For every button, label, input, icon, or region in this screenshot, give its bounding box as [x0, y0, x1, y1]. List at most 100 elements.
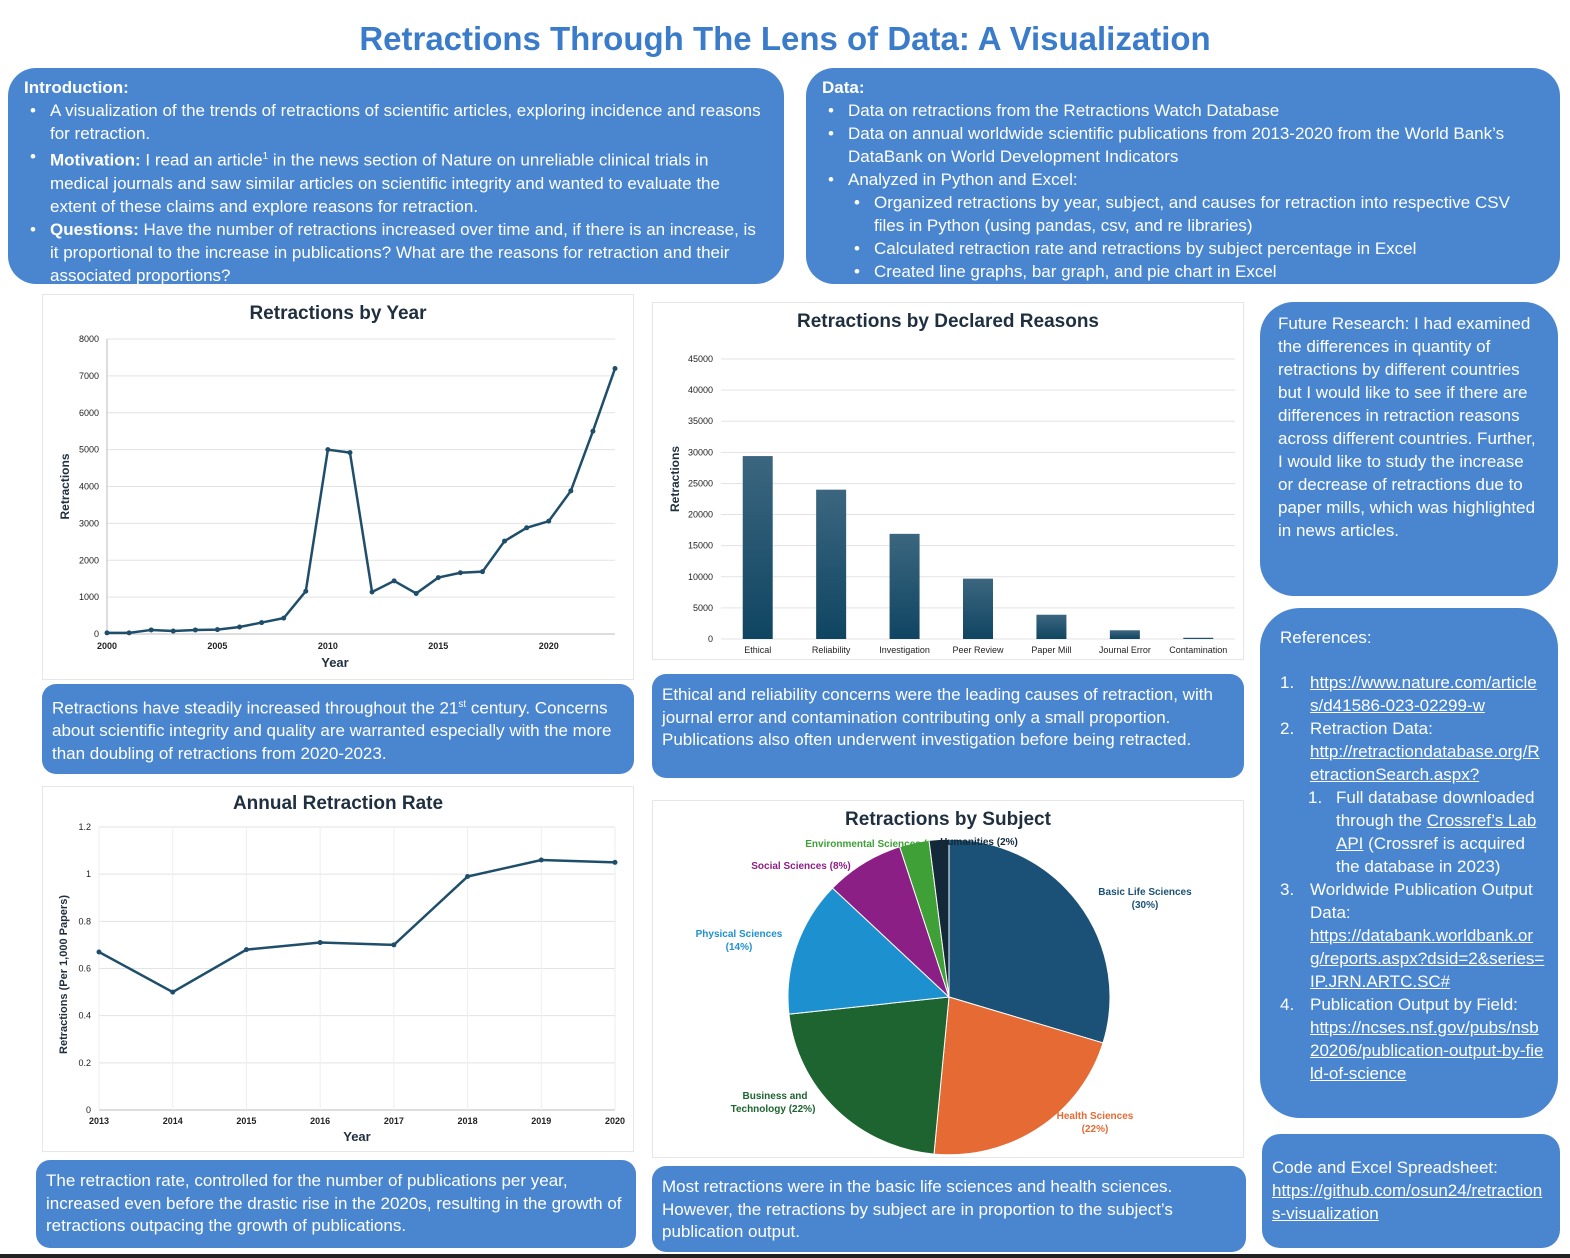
- data-point: [214, 627, 220, 633]
- slice-label-line: (14%): [726, 942, 753, 953]
- data-point: [524, 525, 530, 531]
- data-heading: Data:: [822, 78, 865, 97]
- crossref-link[interactable]: Crossref’s Lab API: [1336, 811, 1537, 853]
- data-point: [237, 624, 243, 630]
- reference-1: 1. https://www.nature.com/articles/d41586…: [1280, 671, 1546, 717]
- references-list: 1. https://www.nature.com/articles/d41586…: [1280, 671, 1546, 1085]
- bar: [742, 456, 773, 639]
- x-tick-label: Contamination: [1169, 645, 1227, 655]
- y-tick-label: 6000: [79, 408, 99, 418]
- y-tick-label: 4000: [79, 482, 99, 492]
- series-line: [107, 368, 617, 635]
- y-axis-label: Retractions (Per 1,000 Papers): [58, 895, 70, 1054]
- retractions-by-subject-chart: Retractions by Subject Basic Life Scienc…: [652, 800, 1244, 1158]
- data-point: [303, 588, 309, 594]
- by-reason-plot: 0 5000 10000 15000 20000 25000 30000 35000 40000…: [668, 354, 1235, 655]
- data-point: [538, 857, 544, 863]
- y-tick-label: 0.4: [78, 1011, 91, 1021]
- y-tick-label: 35000: [688, 416, 713, 426]
- data-point: [104, 630, 110, 636]
- subject-caption: Most retractions were in the basic life …: [652, 1166, 1246, 1252]
- slice-label: Health Sciences (22%): [1057, 1111, 1134, 1135]
- y-tick-label: 8000: [79, 334, 99, 344]
- x-tick-label: Reliability: [812, 645, 851, 655]
- poster-title: Retractions Through The Lens of Data: A …: [359, 20, 1211, 57]
- y-tick-label: 20000: [688, 510, 713, 520]
- bar: [816, 489, 847, 639]
- y-tick-label: 2000: [79, 555, 99, 565]
- reference-2: 2. Retraction Data: http://retractiondatab…: [1280, 717, 1546, 786]
- by-year-caption-text-b: century. Concerns about scientific integ…: [52, 698, 612, 763]
- data-point: [413, 590, 419, 596]
- data-point: [347, 450, 353, 456]
- reference-4-text: Publication Output by Field:: [1310, 995, 1518, 1014]
- y-tick-label: 5000: [79, 445, 99, 455]
- bottom-border: [0, 1254, 1570, 1258]
- retractions-by-reason-chart: Retractions by Declared Reasons 0 5000 100…: [652, 302, 1244, 660]
- x-tick-label: 2014: [163, 1116, 183, 1126]
- pie-slice: [948, 838, 1111, 1044]
- by-subject-plot: Basic Life Sciences (30%) Health Sciences (…: [696, 837, 1192, 1156]
- by-year-caption-sup: st: [458, 699, 467, 710]
- by-year-plot: 0 1000 2000 3000 4000 5000 6000 7000 8000 2000 200…: [58, 334, 618, 670]
- x-tick-label: 2015: [236, 1116, 256, 1126]
- slice-label: Humanities (2%): [940, 837, 1018, 848]
- chart-title-rate: Annual Retraction Rate: [232, 793, 444, 814]
- chart-title-by-subject: Retractions by Subject: [845, 809, 1051, 830]
- by-year-caption: Retractions have steadily increased thro…: [42, 684, 634, 774]
- bar: [1183, 637, 1214, 639]
- data-point: [126, 630, 132, 636]
- reference-2-sub: 1. Full database downloaded through the C…: [1280, 786, 1546, 878]
- data-point: [96, 949, 102, 955]
- y-tick-label: 0.6: [78, 964, 91, 974]
- data-point: [281, 615, 287, 621]
- reference-3: 3. Worldwide Publication Output Data: http…: [1280, 878, 1546, 993]
- slice-label-line: (30%): [1132, 900, 1159, 911]
- y-tick-label: 1000: [79, 592, 99, 602]
- data-point: [568, 488, 574, 494]
- intro-bullet-motivation: Motivation: I read an article1 in the ne…: [24, 145, 768, 218]
- x-tick-label: 2017: [384, 1116, 404, 1126]
- y-tick-label: 3000: [79, 518, 99, 528]
- slice-label-line: (22%): [1082, 1124, 1109, 1135]
- reference-2-link[interactable]: http://retractiondatabase.org/Retraction…: [1310, 742, 1540, 784]
- chart-title-by-year: Retractions by Year: [249, 303, 427, 324]
- data-subbullet-3: Created line graphs, bar graph, and pie …: [822, 260, 1544, 283]
- reference-1-link[interactable]: https://www.nature.com/articles/d41586-0…: [1310, 673, 1537, 715]
- x-tick-label: 2000: [97, 641, 117, 651]
- data-panel: Data: Data on retractions from the Retra…: [806, 68, 1560, 284]
- y-tick-label: 30000: [688, 447, 713, 457]
- y-tick-label: 0.8: [78, 916, 91, 926]
- reference-1-number: 1.: [1280, 673, 1295, 692]
- y-tick-label: 0.2: [78, 1058, 91, 1068]
- reference-2-text: Retraction Data:: [1310, 719, 1433, 738]
- data-point: [546, 518, 552, 524]
- code-link[interactable]: https://github.com/osun24/retractions-vi…: [1272, 1181, 1543, 1223]
- data-point: [612, 366, 618, 371]
- data-point: [590, 428, 596, 434]
- slice-label: Basic Life Sciences (30%): [1098, 887, 1192, 911]
- data-point: [479, 569, 485, 575]
- future-research-text: Future Research: I had examined the diff…: [1278, 314, 1536, 540]
- reference-4: 4. Publication Output by Field: https://nc…: [1280, 993, 1546, 1085]
- references-heading: References:: [1280, 628, 1372, 647]
- y-axis-label: Retractions: [58, 453, 72, 519]
- y-tick-label: 15000: [688, 541, 713, 551]
- reference-2-number: 2.: [1280, 719, 1295, 738]
- x-tick-label: Investigation: [879, 645, 930, 655]
- slice-label: Business and Technology (22%): [731, 1091, 816, 1115]
- data-point: [502, 538, 508, 544]
- reference-3-number: 3.: [1280, 880, 1295, 899]
- y-tick-label: 7000: [79, 371, 99, 381]
- x-tick-label: 2005: [207, 641, 227, 651]
- reference-4-link[interactable]: https://ncses.nsf.gov/pubs/nsb20206/publ…: [1310, 1018, 1544, 1083]
- slice-label: Social Sciences (8%): [751, 861, 851, 872]
- data-point: [243, 947, 249, 953]
- reference-3-link[interactable]: https://databank.worldbank.org/reports.a…: [1310, 926, 1545, 991]
- data-subbullet-1: Organized retractions by year, subject, …: [822, 191, 1544, 237]
- motivation-text-a: I read an article: [140, 150, 263, 170]
- x-tick-label: 2019: [531, 1116, 551, 1126]
- by-year-caption-text-a: Retractions have steadily increased thro…: [52, 698, 459, 718]
- x-tick-label: 2015: [428, 641, 448, 651]
- y-tick-label: 1.2: [78, 822, 91, 832]
